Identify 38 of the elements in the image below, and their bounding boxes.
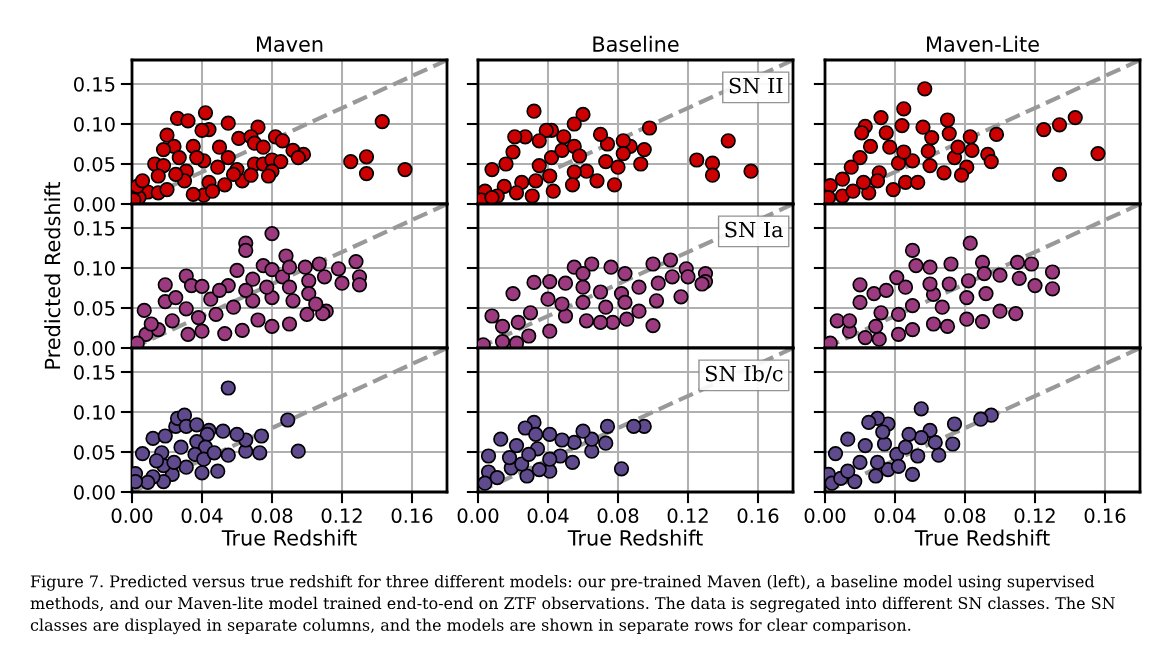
y-tick-label: 0.05 [74, 156, 115, 172]
x-tick-label: 0.08 [597, 508, 639, 524]
x-tick-label: 0.16 [1084, 508, 1126, 524]
y-tick-label: 0.10 [74, 116, 115, 132]
annotation: SN Ib/c [705, 365, 783, 384]
x-tick-label: 0.08 [944, 508, 986, 524]
y-tick-label: 0.05 [74, 444, 115, 460]
x-tick-label: 0.00 [457, 508, 499, 524]
y-tick-label: 0.15 [74, 76, 115, 92]
y-tick-label: 0.00 [74, 484, 115, 500]
y-tick-label: 0.10 [74, 260, 115, 276]
x-axis-title: True Redshift [567, 529, 703, 546]
annotation: SN II [729, 77, 783, 94]
x-tick-label: 0.04 [181, 508, 223, 524]
y-tick-label: 0.10 [74, 404, 115, 420]
chart-title: Maven [257, 36, 323, 52]
annotation: SN Ia [725, 221, 783, 238]
x-tick-label: 0.12 [667, 508, 708, 524]
x-tick-label: 0.08 [251, 508, 293, 524]
chart-title: Maven-Lite [927, 35, 1039, 52]
y-axis-title: Predicted Redshift [44, 182, 61, 369]
x-tick-label: 0.00 [111, 508, 153, 524]
x-axis-title: True Redshift [221, 529, 357, 546]
x-tick-label: 0.12 [321, 508, 362, 524]
y-tick-label: 0.00 [74, 340, 115, 356]
x-axis-title: True Redshift [914, 529, 1050, 546]
y-tick-label: 0.05 [74, 300, 115, 316]
x-tick-label: 0.16 [391, 508, 433, 524]
x-tick-label: 0.16 [737, 508, 779, 524]
y-tick-label: 0.00 [74, 196, 115, 212]
x-tick-label: 0.00 [804, 508, 846, 524]
y-tick-label: 0.15 [74, 364, 115, 380]
y-tick-label: 0.15 [74, 220, 115, 236]
chart-title: Baseline [593, 35, 679, 52]
x-tick-label: 0.12 [1014, 508, 1055, 524]
x-tick-label: 0.04 [527, 508, 569, 524]
x-tick-label: 0.04 [874, 508, 916, 524]
caption: Figure 7. Predicted versus true redshift for three different models: our pre-trained Maven (left), a baseline model using supervised methods, and our Maven-lite model trained end-to-end on ZTF observations. The data is segregated into different SN classes. The SN classes are displayed in separate columns, and the models are shown in separate rows for clear comparison. [30, 575, 1115, 635]
